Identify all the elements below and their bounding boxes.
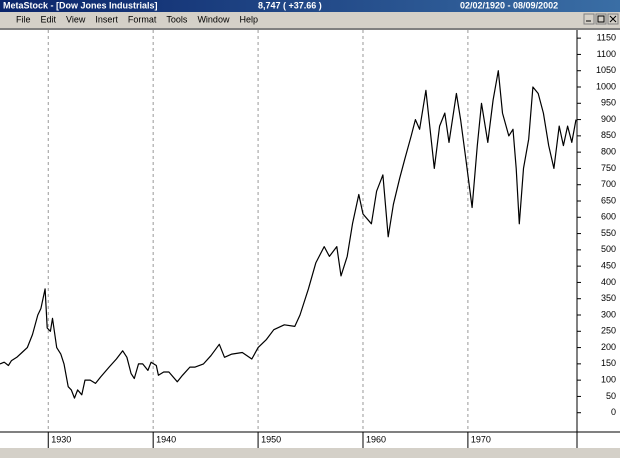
y-tick-label: 400 — [601, 277, 616, 287]
y-tick-label: 950 — [601, 98, 616, 108]
menu-item[interactable]: Tools — [166, 14, 188, 24]
y-tick-label: 500 — [601, 244, 616, 254]
y-tick-label: 100 — [601, 375, 616, 385]
y-tick-label: 450 — [601, 261, 616, 271]
y-tick-label: 1100 — [597, 49, 616, 59]
y-tick-label: 750 — [601, 163, 616, 173]
y-tick-label: 600 — [601, 212, 616, 222]
minimize-button[interactable] — [583, 13, 595, 25]
y-tick-label: 50 — [606, 391, 616, 401]
menu: File Edit View Insert Format Tools Window Help — [16, 14, 258, 24]
menu-item[interactable]: View — [66, 14, 86, 24]
menu-item[interactable]: Window — [197, 14, 230, 24]
menu-item[interactable]: Insert — [95, 14, 118, 24]
y-tick-label: 300 — [601, 309, 616, 319]
y-tick-label: 800 — [601, 147, 616, 157]
restore-glyph — [597, 15, 605, 23]
x-tick-label: 1960 — [366, 434, 386, 444]
y-tick-label: 550 — [601, 228, 616, 238]
y-tick-label: 0 — [611, 407, 616, 417]
menu-item[interactable]: Help — [239, 14, 258, 24]
x-tick-label: 1930 — [51, 434, 71, 444]
quote: 8,747 ( +37.66 ) — [258, 0, 322, 10]
menu-bar — [0, 12, 620, 28]
chart: 0 50 100 150 200 250 300 350 400 450 500 550 600 650 7… — [0, 30, 620, 448]
scrollbar[interactable] — [0, 448, 620, 458]
menu-item[interactable]: File — [16, 14, 31, 24]
menu-item[interactable]: Format — [128, 14, 157, 24]
menu-item[interactable]: Edit — [41, 14, 57, 24]
restore-button[interactable] — [595, 13, 607, 25]
title-bar — [0, 0, 620, 12]
x-tick-label: 1950 — [261, 434, 281, 444]
y-tick-label: 1050 — [596, 65, 616, 75]
y-tick-label: 1150 — [597, 33, 616, 43]
y-tick-label: 850 — [601, 130, 616, 140]
y-tick-label: 1000 — [596, 81, 616, 91]
x-tick-label: 1970 — [471, 434, 491, 444]
price-line — [0, 70, 577, 399]
y-tick-label: 250 — [601, 326, 616, 336]
close-glyph — [609, 15, 617, 23]
y-tick-label: 650 — [601, 195, 616, 205]
y-tick-label: 700 — [601, 179, 616, 189]
y-tick-label: 900 — [601, 114, 616, 124]
frame-edge — [0, 28, 620, 30]
date-range: 02/02/1920 - 08/09/2002 — [460, 0, 558, 10]
x-tick-label: 1940 — [156, 434, 176, 444]
y-tick-label: 150 — [601, 358, 616, 368]
window-title: MetaStock - [Dow Jones Industrials] — [3, 0, 158, 10]
y-tick-label: 350 — [601, 293, 616, 303]
y-tick-label: 200 — [601, 342, 616, 352]
window-buttons — [583, 13, 619, 25]
